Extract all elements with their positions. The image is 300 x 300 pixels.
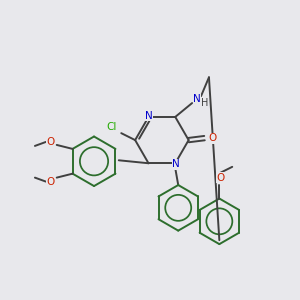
Text: H: H [201, 98, 209, 108]
Text: O: O [47, 177, 55, 187]
Text: O: O [216, 173, 224, 183]
Text: O: O [47, 137, 55, 147]
Text: N: N [193, 94, 201, 104]
Text: O: O [208, 133, 217, 143]
Text: N: N [145, 111, 152, 121]
Text: N: N [172, 159, 180, 169]
Text: Cl: Cl [106, 122, 116, 132]
